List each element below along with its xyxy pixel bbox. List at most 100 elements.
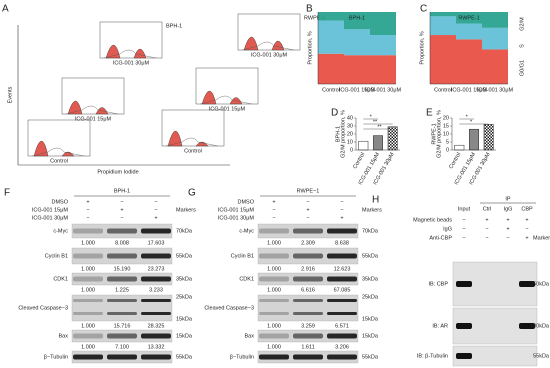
category-label: Control	[448, 152, 462, 170]
category-label: ICG-001 30μM	[365, 87, 402, 93]
marker-label: 25kDa	[176, 294, 193, 300]
histogram-peak	[195, 141, 209, 147]
histogram-fit	[199, 95, 253, 105]
y-tick-label: 15	[443, 123, 449, 129]
blot-band	[293, 299, 323, 302]
stacked-bar	[318, 20, 344, 54]
histogram-peak	[33, 140, 49, 157]
axis-label: G2/M proportion, %	[340, 110, 346, 158]
blot-background	[452, 345, 538, 367]
sample-label: Control	[50, 158, 68, 164]
category-label: Control	[352, 152, 366, 170]
blot-label: IB: CBP	[428, 281, 448, 287]
axis-label: RWPE-1	[431, 123, 437, 144]
cell-line-label: BPH-1	[166, 23, 182, 29]
panel-title: BPH-1	[114, 188, 130, 194]
blot-background	[71, 294, 173, 322]
stacked-bar	[344, 12, 370, 30]
panel-title: BPH-1	[349, 15, 365, 21]
blot-band	[107, 276, 137, 282]
significance-mark: **	[373, 119, 378, 125]
blot-label: c-Myc	[53, 228, 68, 234]
condition-sign: −	[462, 217, 465, 223]
axis-label: Proportion, %	[307, 31, 313, 64]
histogram-fit	[241, 41, 295, 51]
quantification: 1.611	[301, 344, 314, 350]
treatment-label: ICG-001 30μM	[218, 215, 255, 221]
quantification: 1.000	[267, 344, 281, 350]
histogram-fit	[65, 105, 119, 115]
blot-background	[257, 294, 359, 322]
panel-letter: B	[306, 4, 313, 15]
category-label: ICG-001 30μM	[477, 87, 514, 93]
sample-label: Control	[184, 148, 202, 154]
y-tick-label: 10	[347, 139, 353, 145]
condition-sign: +	[485, 217, 488, 223]
quantification: 1.000	[267, 266, 281, 272]
bar	[483, 124, 494, 151]
axis-label: Events	[7, 86, 13, 103]
treatment-sign: +	[154, 215, 157, 221]
stacked-bar	[482, 12, 508, 28]
quantification: 1.000	[81, 344, 95, 350]
marker-label: 15kDa	[176, 316, 193, 322]
blot-band	[259, 276, 289, 282]
blot-band	[327, 299, 357, 302]
sample-label: ICG-001 15μM	[75, 116, 112, 122]
treatment-sign: −	[306, 199, 309, 205]
column-label: IgG	[504, 206, 513, 212]
condition-label: Anti-CBP	[429, 235, 452, 241]
quantification: 2.916	[301, 266, 315, 272]
quantification: 3.206	[335, 344, 349, 350]
bar	[469, 128, 479, 151]
blot-band	[141, 253, 171, 259]
axis-label: BPH-1	[335, 126, 341, 142]
blot-label: c-Myc	[239, 228, 254, 234]
bar	[454, 144, 465, 151]
quantification: 1.000	[81, 287, 95, 293]
treatment-sign: −	[120, 215, 123, 221]
blot-band	[141, 312, 171, 315]
blot-label: Cyclin B1	[231, 253, 254, 259]
stacked-bar	[456, 23, 482, 40]
panel-letter: H	[372, 195, 379, 206]
markers-label: Markers	[362, 207, 382, 213]
blot-band	[259, 253, 289, 259]
blot-band	[327, 333, 357, 339]
condition-sign: −	[485, 235, 488, 241]
condition-sign: +	[525, 217, 528, 223]
quantification: 3.259	[301, 323, 315, 329]
blot-label: Bax	[245, 333, 255, 339]
condition-sign: −	[485, 226, 488, 232]
significance-mark: *	[370, 114, 373, 120]
ip-label: IP	[505, 196, 511, 202]
condition-sign: −	[525, 226, 528, 232]
quantification: 17.603	[148, 240, 165, 246]
marker-label: 70kDa	[176, 228, 193, 234]
y-tick-label: 5	[446, 139, 449, 145]
blot-band	[259, 299, 289, 302]
quantification: 6.571	[335, 323, 349, 329]
column-label: Input	[458, 206, 471, 212]
markers-label: Markers	[176, 207, 196, 213]
blot-band	[73, 312, 103, 315]
stacked-bar	[370, 35, 396, 56]
stacked-bar	[318, 12, 344, 21]
blot-label: Cleaved Caspase−3	[204, 305, 254, 311]
marker-label: 35kDa	[362, 276, 379, 282]
blot-band	[293, 276, 323, 282]
treatment-sign: +	[272, 199, 275, 205]
markers-label: Markers	[533, 235, 550, 241]
histogram-peak	[133, 48, 147, 59]
blot-label: Cleaved Caspase−3	[18, 305, 68, 311]
bar	[358, 140, 369, 151]
treatment-sign: −	[340, 207, 343, 213]
histogram-frame	[195, 67, 259, 105]
axis-label: Proportion, %	[419, 31, 425, 64]
marker-label: 35kDa	[176, 276, 193, 282]
column-label: CBP	[521, 206, 533, 212]
blot-band	[327, 276, 357, 282]
treatment-sign: −	[120, 199, 123, 205]
category-label: ICG-001 15μM	[339, 87, 376, 93]
quantification: 2.309	[301, 240, 315, 246]
